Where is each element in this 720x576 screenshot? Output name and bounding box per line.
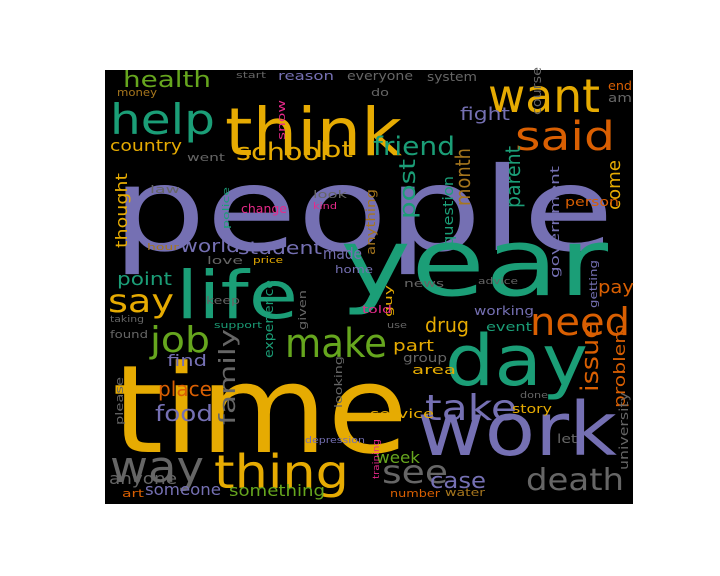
- word-cloud-canvas: [105, 70, 633, 504]
